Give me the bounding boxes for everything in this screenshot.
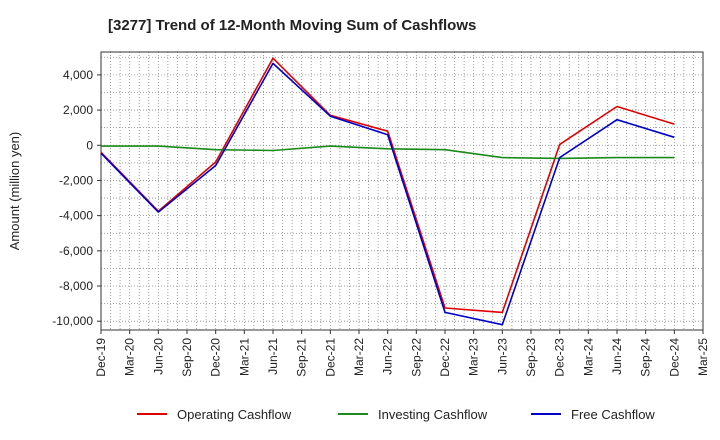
plot-frame: [100, 51, 704, 331]
y-axis-label: Amount (million yen): [7, 132, 22, 251]
x-tick-label: Sep-23: [524, 338, 538, 377]
y-tick-label: -10,000: [52, 314, 93, 328]
legend: Operating Cashflow Investing Cashflow Free…: [137, 407, 655, 422]
x-tick-label: Mar-25: [696, 338, 710, 376]
y-tick-label: 4,000: [63, 68, 93, 82]
y-axis: 4,000 2,000 0 -2,000 -4,000 -6,000 -8,000 -10,0…: [52, 68, 101, 328]
x-tick-label: Mar-23: [467, 338, 481, 376]
legend-label: Free Cashflow: [571, 407, 655, 422]
y-tick-label: 2,000: [63, 103, 93, 117]
x-tick-label: Jun-23: [495, 338, 509, 375]
x-tick-label: Dec-19: [94, 338, 108, 377]
series-line-investing-cashflow: [101, 145, 675, 160]
series-line-free-cashflow: [100, 62, 675, 326]
y-tick-label: -2,000: [59, 173, 93, 187]
y-tick-label: -8,000: [59, 279, 93, 293]
legend-label: Operating Cashflow: [177, 407, 292, 422]
x-tick-label: Mar-20: [123, 338, 137, 376]
series-line-operating-cashflow: [100, 57, 675, 314]
x-tick-label: Mar-22: [352, 338, 366, 376]
x-tick-label: Mar-21: [237, 338, 251, 376]
x-tick-label: Dec-23: [553, 338, 567, 377]
x-tick-label: Mar-24: [581, 338, 595, 376]
x-tick-label: Sep-24: [639, 338, 653, 377]
grid: [100, 52, 703, 330]
x-tick-label: Sep-21: [295, 338, 309, 377]
x-tick-label: Dec-24: [667, 338, 681, 377]
x-tick-label: Jun-21: [266, 338, 280, 375]
x-tick-label: Jun-22: [381, 338, 395, 375]
y-tick-label: -6,000: [59, 244, 93, 258]
x-tick-label: Dec-22: [438, 338, 452, 377]
x-tick-label: Dec-20: [209, 338, 223, 377]
x-tick-label: Jun-20: [151, 338, 165, 375]
y-tick-label: -4,000: [59, 209, 93, 223]
x-tick-label: Sep-22: [409, 338, 423, 377]
x-tick-label: Jun-24: [610, 338, 624, 375]
x-axis: Dec-19 Mar-20 Jun-20 Sep-20 Dec-20 Mar-21 Jun-…: [94, 330, 710, 377]
legend-label: Investing Cashflow: [378, 407, 488, 422]
x-tick-label: Sep-20: [180, 338, 194, 377]
series-lines: [100, 57, 675, 326]
y-tick-label: 0: [86, 138, 93, 152]
chart-title: [3277] Trend of 12-Month Moving Sum of C…: [108, 17, 476, 34]
x-tick-label: Dec-21: [323, 338, 337, 377]
